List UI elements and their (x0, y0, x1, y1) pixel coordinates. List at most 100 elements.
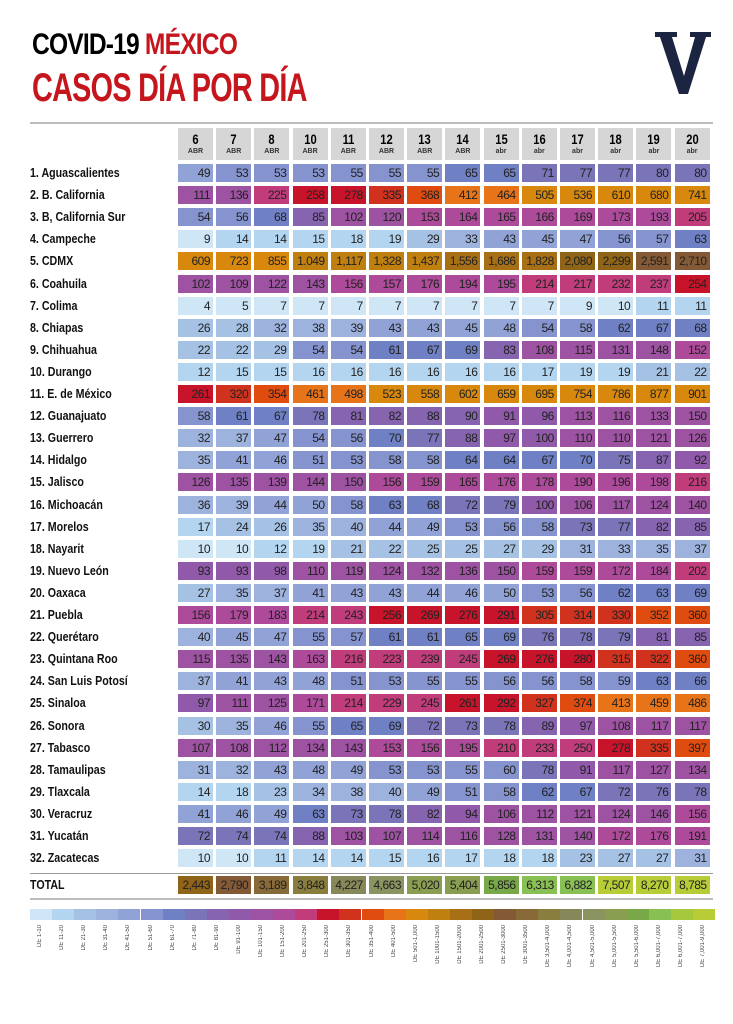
heatmap-cell: 18 (483, 849, 519, 868)
heatmap-cell: 680 (636, 186, 672, 205)
heatmap-cell: 486 (674, 694, 710, 713)
heatmap-cell: 56 (483, 517, 519, 536)
heatmap-cell: 216 (674, 473, 710, 492)
legend-swatch (405, 909, 428, 920)
heatmap-cell: 77 (598, 164, 634, 182)
column-header: 14 ABR (445, 128, 481, 160)
heatmap-cell: 659 (483, 385, 519, 403)
heatmap-cell: 183 (254, 606, 290, 624)
heatmap-cell: 48 (292, 760, 328, 779)
heatmap-cell: 63 (369, 495, 404, 514)
heatmap-cell: 38 (330, 782, 366, 801)
heatmap-cell: 66 (674, 672, 710, 691)
heatmap-cell: 498 (330, 385, 366, 403)
column-month: abr (495, 148, 507, 155)
heatmap-cell: 78 (369, 804, 404, 823)
heatmap-cell: 150 (483, 561, 519, 580)
heatmap-cell: 77 (560, 164, 595, 182)
heatmap-cell: 45 (216, 628, 252, 647)
row-label: 10. Durango (30, 363, 92, 379)
heatmap-cell: 14 (330, 849, 366, 868)
heatmap-cell: 29 (407, 230, 443, 249)
title-mexico: MÉXICO (144, 28, 238, 61)
heatmap-cell: 57 (636, 230, 672, 249)
heatmap-cell: 62 (521, 782, 557, 801)
row-label: 8. Chiapas (30, 319, 84, 335)
heatmap-cell: 22 (674, 362, 710, 381)
heatmap-cell: 108 (521, 340, 557, 359)
heatmap-cell: 143 (292, 274, 328, 293)
legend-swatch (494, 909, 517, 920)
legend-label: DE 501-1,000 (412, 925, 419, 963)
heatmap-cell: 35 (636, 539, 672, 558)
heatmap-cell: 43 (369, 318, 404, 337)
heatmap-cell: 150 (330, 473, 366, 492)
heatmap-cell: 51 (445, 782, 481, 801)
heatmap-cell: 32 (216, 760, 252, 779)
heatmap-cell: 374 (560, 694, 595, 713)
heatmap-cell: 159 (521, 561, 557, 580)
heatmap-cell: 26 (178, 318, 213, 337)
column-day: 7 (230, 131, 237, 147)
heatmap-cell: 53 (292, 164, 328, 182)
heatmap-cell: 58 (369, 451, 404, 470)
heatmap-cell: 53 (369, 672, 404, 691)
column-day: 11 (342, 131, 355, 147)
heatmap-cell: 71 (521, 164, 557, 182)
heatmap-cell: 85 (674, 517, 710, 536)
heatmap-cell: 29 (521, 539, 557, 558)
heatmap-cell: 352 (636, 606, 672, 624)
heatmap-cell: 102 (178, 274, 213, 293)
heatmap-cell: 156 (674, 804, 710, 823)
heatmap-cell: 1,328 (369, 252, 404, 271)
row-label: 31. Yucatán (30, 828, 89, 843)
heatmap-cell: 19 (598, 362, 634, 381)
heatmap-cell: 152 (674, 340, 710, 359)
heatmap-cell: 335 (636, 738, 672, 757)
heatmap-cell: 32 (254, 318, 290, 337)
heatmap-cell: 89 (521, 716, 557, 735)
heatmap-cell: 46 (254, 716, 290, 735)
heatmap-cell: 43 (330, 583, 366, 602)
heatmap-cell: 193 (636, 208, 672, 227)
legend-swatch (317, 909, 340, 920)
column-month: abr (572, 148, 583, 155)
heatmap-cell: 37 (178, 672, 213, 691)
heatmap-cell: 354 (254, 385, 290, 403)
column-day: 16 (533, 131, 546, 147)
heatmap-cell: 11 (636, 296, 672, 315)
heatmap-cell: 120 (369, 208, 404, 227)
heatmap-cell: 35 (178, 451, 213, 470)
heatmap-cell: 179 (216, 606, 252, 624)
heatmap-cell: 6,882 (560, 876, 595, 894)
heatmap-cell: 2,443 (178, 876, 213, 894)
legend-label: DE 101-150 (258, 925, 264, 958)
heatmap-cell: 11 (254, 849, 290, 868)
legend-swatch (648, 909, 671, 920)
heatmap-cell: 55 (330, 164, 366, 182)
heatmap-cell: 148 (636, 340, 672, 359)
heatmap-cell: 63 (636, 672, 672, 691)
row-label: 28. Tamaulipas (30, 761, 106, 777)
heatmap-cell: 132 (407, 561, 443, 580)
heatmap-cell: 43 (254, 672, 290, 691)
heatmap-cell: 58 (407, 451, 443, 470)
column-header: 18 abr (598, 128, 634, 160)
heatmap-cell: 855 (254, 252, 290, 271)
heatmap-cell: 72 (178, 827, 213, 845)
heatmap-cell: 41 (292, 583, 328, 602)
heatmap-cell: 68 (254, 208, 290, 227)
heatmap-cell: 14 (216, 230, 252, 249)
logo-v-icon (655, 32, 711, 94)
heatmap-cell: 27 (483, 539, 519, 558)
legend-label: DE 4,001-4,500 (567, 925, 574, 968)
heatmap-cell: 8,785 (674, 876, 710, 894)
heatmap-cell: 136 (216, 186, 252, 205)
heatmap-cell: 69 (483, 628, 519, 647)
heatmap-cell: 83 (483, 340, 519, 359)
heatmap-cell: 17 (178, 517, 213, 536)
heatmap-cell: 55 (369, 164, 404, 182)
heatmap-cell: 54 (292, 429, 328, 448)
heatmap-cell: 31 (178, 760, 213, 779)
heatmap-cell: 67 (254, 407, 290, 426)
